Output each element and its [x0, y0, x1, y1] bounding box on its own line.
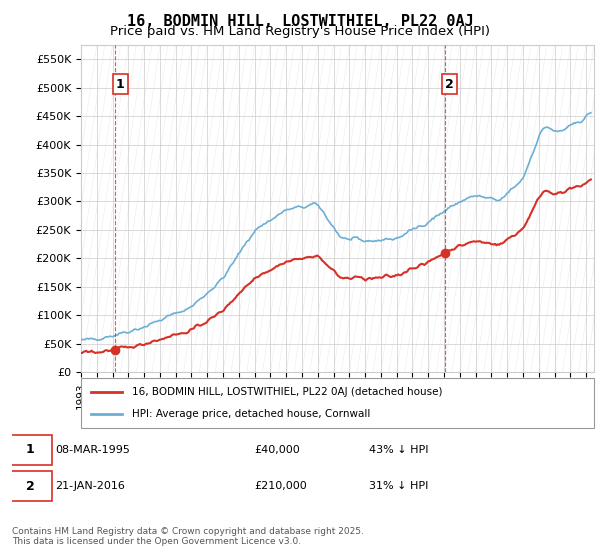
FancyBboxPatch shape [9, 471, 52, 501]
Text: 2: 2 [26, 480, 35, 493]
Text: 21-JAN-2016: 21-JAN-2016 [55, 481, 125, 491]
Text: HPI: Average price, detached house, Cornwall: HPI: Average price, detached house, Corn… [133, 409, 371, 419]
FancyBboxPatch shape [9, 435, 52, 465]
Text: £40,000: £40,000 [254, 445, 299, 455]
Text: 1: 1 [26, 444, 35, 456]
Text: 1: 1 [116, 78, 125, 91]
Text: 16, BODMIN HILL, LOSTWITHIEL, PL22 0AJ: 16, BODMIN HILL, LOSTWITHIEL, PL22 0AJ [127, 14, 473, 29]
FancyBboxPatch shape [81, 378, 594, 428]
Text: Price paid vs. HM Land Registry's House Price Index (HPI): Price paid vs. HM Land Registry's House … [110, 25, 490, 38]
Text: 2: 2 [445, 78, 454, 91]
Text: 43% ↓ HPI: 43% ↓ HPI [369, 445, 428, 455]
Text: 31% ↓ HPI: 31% ↓ HPI [369, 481, 428, 491]
Text: £210,000: £210,000 [254, 481, 307, 491]
Text: Contains HM Land Registry data © Crown copyright and database right 2025.
This d: Contains HM Land Registry data © Crown c… [12, 526, 364, 546]
Text: 08-MAR-1995: 08-MAR-1995 [55, 445, 130, 455]
Text: 16, BODMIN HILL, LOSTWITHIEL, PL22 0AJ (detached house): 16, BODMIN HILL, LOSTWITHIEL, PL22 0AJ (… [133, 387, 443, 397]
